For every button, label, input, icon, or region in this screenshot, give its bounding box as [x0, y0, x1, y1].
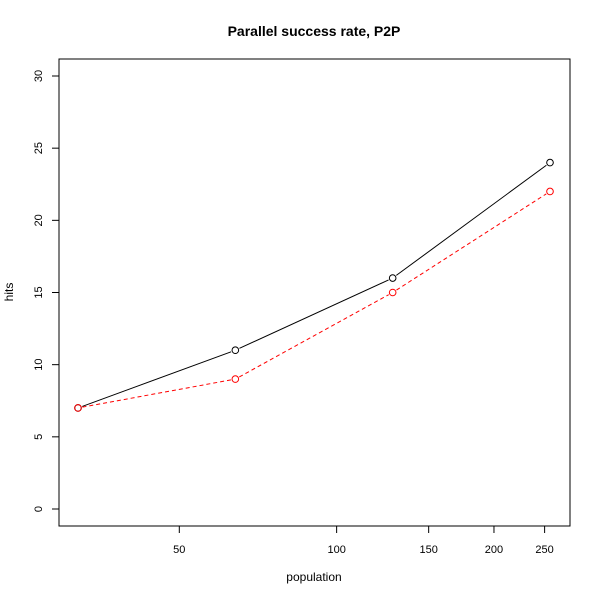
series-line-segment: [239, 279, 389, 349]
data-point: [74, 404, 82, 412]
x-tick-label: 50: [173, 544, 185, 556]
series-line-segment: [82, 379, 231, 408]
series-line-segment: [395, 164, 547, 276]
data-point: [388, 288, 397, 297]
data-series-2: [74, 187, 554, 412]
data-point: [388, 274, 397, 282]
y-tick-label: 10: [33, 359, 45, 371]
y-tick-label: 20: [33, 214, 45, 226]
series-line-segment: [239, 294, 389, 378]
y-tick-label: 5: [33, 434, 45, 440]
x-tick-label: 100: [327, 544, 345, 556]
y-tick-label: 0: [33, 506, 45, 512]
x-axis-label: population: [286, 570, 341, 584]
data-point: [546, 158, 554, 167]
x-tick-label: 250: [535, 544, 553, 556]
y-tick-label: 25: [33, 142, 45, 154]
plot-frame: [58, 58, 571, 527]
x-tick-label: 200: [485, 544, 503, 556]
x-axis: 50 100 150 200 250: [173, 525, 554, 556]
y-axis-label: hits: [2, 283, 16, 302]
y-axis: 0 5 10 15 20 25 30: [33, 70, 60, 512]
series-line-segment: [396, 193, 547, 291]
x-tick-label: 150: [419, 544, 437, 556]
series-layer: [74, 158, 554, 412]
data-point: [231, 346, 240, 355]
series-line-segment: [82, 351, 232, 407]
data-series-1: [74, 158, 554, 412]
y-tick-label: 15: [33, 286, 45, 298]
data-point: [546, 187, 554, 196]
chart-title: Parallel success rate, P2P: [228, 23, 401, 39]
y-tick-label: 30: [33, 70, 45, 82]
data-point: [231, 375, 240, 383]
